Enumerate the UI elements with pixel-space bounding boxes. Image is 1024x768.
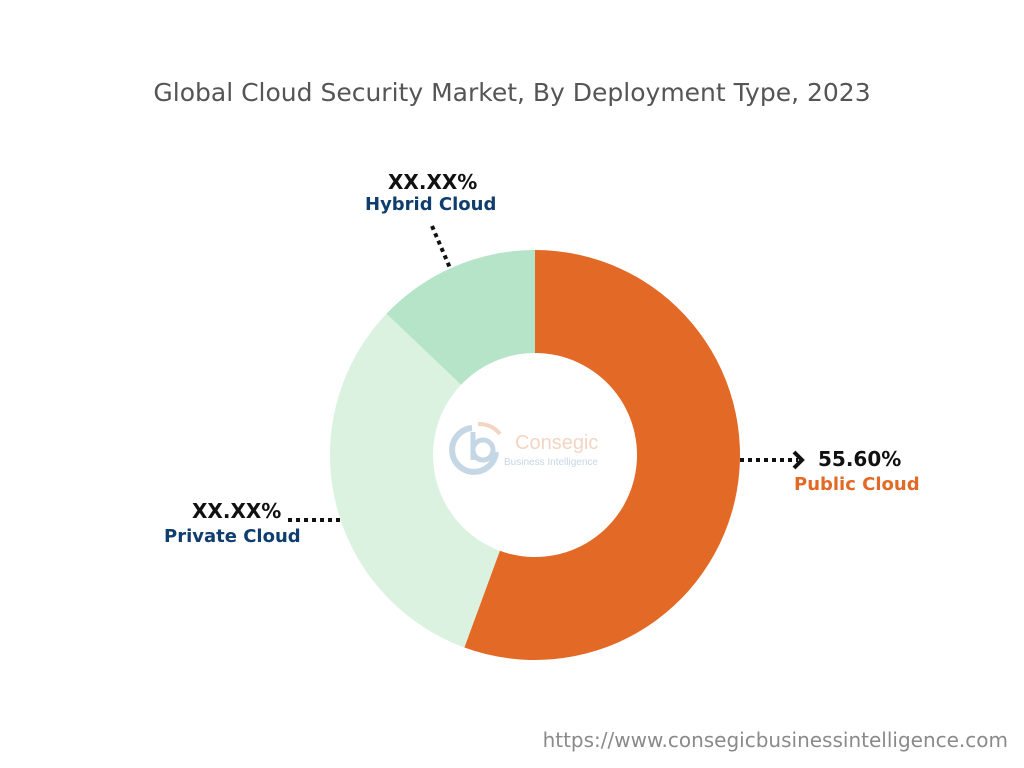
public-name-label: Public Cloud bbox=[794, 474, 920, 495]
watermark-brand: Consegic bbox=[515, 432, 598, 454]
watermark-tagline: Business Intelligence bbox=[504, 457, 598, 468]
private-name-label: Private Cloud bbox=[164, 526, 301, 547]
slice-hybrid-cloud bbox=[386, 250, 535, 385]
logo-arc bbox=[449, 425, 499, 475]
watermark-logo: Consegic Business Intelligence bbox=[449, 421, 598, 475]
slice-private-cloud bbox=[329, 313, 500, 648]
hybrid-name-label: Hybrid Cloud bbox=[365, 194, 497, 215]
private-percent-label: XX.XX% bbox=[192, 499, 282, 523]
chart-title: Global Cloud Security Market, By Deploym… bbox=[153, 78, 871, 107]
hybrid-percent-label: XX.XX% bbox=[388, 170, 478, 194]
leader-lines bbox=[288, 225, 798, 522]
arrow-head-icon bbox=[792, 450, 805, 470]
public-percent-label: 55.60% bbox=[818, 447, 902, 471]
footer-url: https://www.consegicbusinessintelligence… bbox=[542, 728, 1008, 752]
hybrid-leader-line bbox=[430, 225, 452, 269]
slice-public-cloud bbox=[464, 250, 741, 660]
